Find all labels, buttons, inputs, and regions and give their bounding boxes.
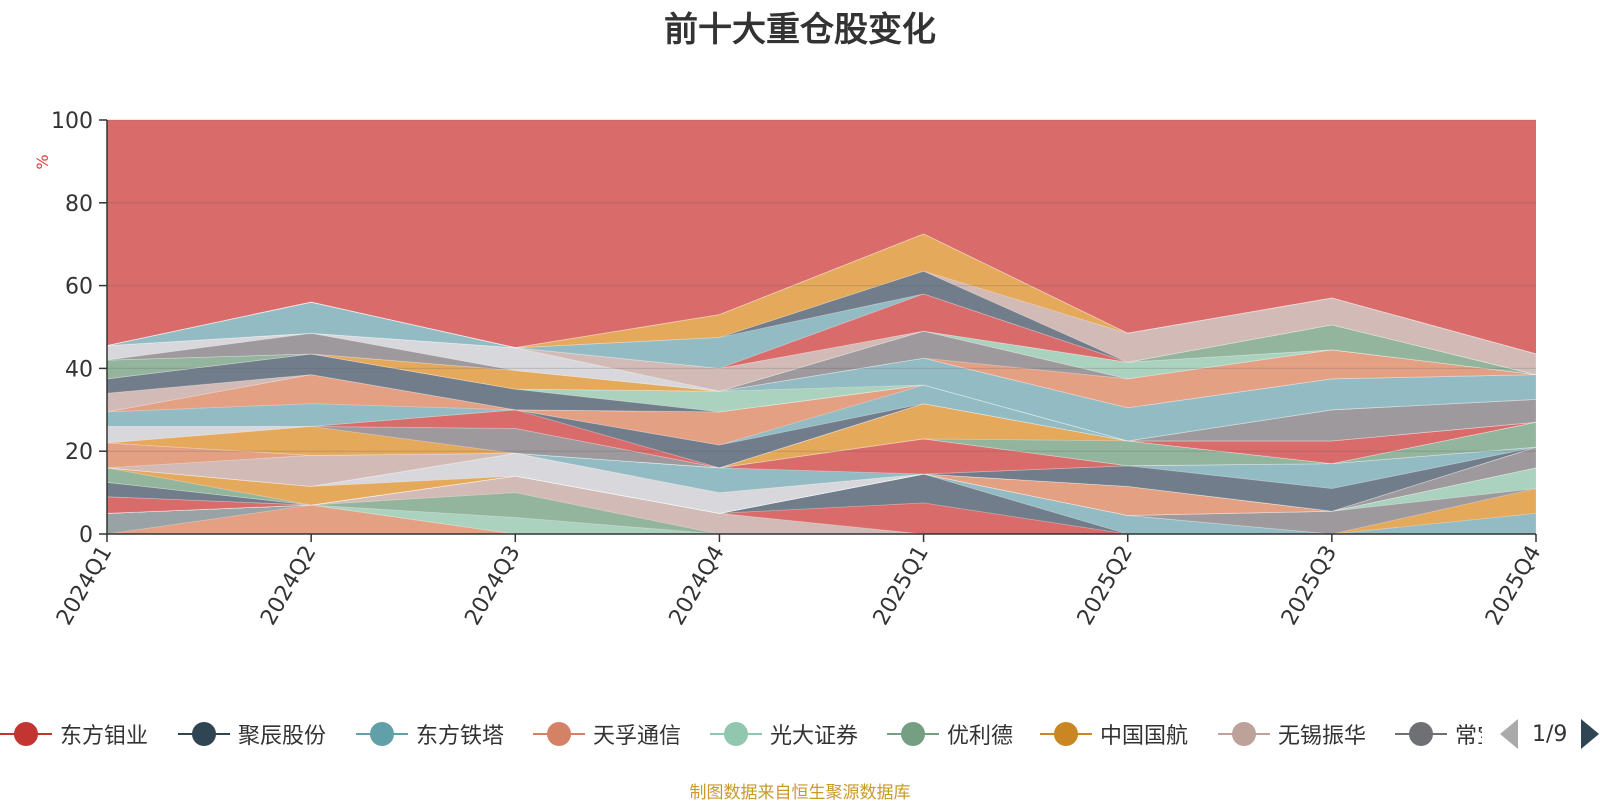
x-tick-label: 2025Q3 bbox=[1277, 542, 1342, 630]
y-tick-label: 20 bbox=[65, 440, 93, 465]
y-tick-label: 0 bbox=[79, 523, 93, 548]
legend-item[interactable]: 东方钼业 bbox=[0, 714, 148, 754]
legend-item[interactable]: 光大证券 bbox=[710, 714, 858, 754]
legend-marker-icon bbox=[887, 720, 939, 748]
area-series-10 bbox=[106, 467, 1537, 516]
legend-label: 无锡振华 bbox=[1278, 724, 1367, 749]
legend-pager: 1/9 bbox=[1500, 716, 1600, 752]
legend-marker-icon bbox=[1040, 720, 1092, 748]
area-series-group bbox=[106, 233, 1537, 535]
area-series-24 bbox=[106, 421, 1537, 469]
area-series-32 bbox=[106, 374, 1537, 442]
area-series-41 bbox=[106, 330, 1537, 392]
legend-marker-icon bbox=[1395, 720, 1447, 748]
legend-marker-icon bbox=[710, 720, 762, 748]
legend-item[interactable]: 中国国航 bbox=[1040, 714, 1188, 754]
legend-marker-icon bbox=[0, 720, 52, 748]
x-tick-label: 2024Q1 bbox=[52, 542, 117, 630]
x-tick-label: 2025Q1 bbox=[869, 542, 934, 630]
legend-label: 东方钼业 bbox=[60, 724, 149, 749]
area-series-33 bbox=[106, 374, 1537, 442]
x-tick-label: 2025Q2 bbox=[1073, 542, 1138, 630]
x-tick-label: 2025Q4 bbox=[1481, 542, 1546, 630]
legend-label: 常宝股份 bbox=[1455, 724, 1482, 749]
legend-item[interactable]: 天孚通信 bbox=[533, 714, 681, 754]
x-tick-label: 2024Q4 bbox=[665, 542, 730, 630]
chart-title: 前十大重仓股变化 bbox=[664, 10, 936, 50]
y-tick-label: 60 bbox=[65, 275, 93, 300]
legend-label: 聚辰股份 bbox=[238, 724, 327, 749]
legend-item[interactable]: 常宝股份 bbox=[1395, 714, 1482, 754]
y-tick-label: 100 bbox=[51, 109, 93, 134]
legend: 东方钼业 聚辰股份 东方铁塔 天孚通信 光大证券 优利德 中国国航 无锡振华 常宝股份 bbox=[0, 714, 1482, 754]
x-tick-label: 2024Q3 bbox=[460, 542, 525, 630]
source-note: 制图数据来自恒生聚源数据库 bbox=[689, 783, 911, 803]
legend-item[interactable]: 无锡振华 bbox=[1218, 714, 1366, 754]
legend-label: 中国国航 bbox=[1100, 724, 1189, 749]
legend-label: 光大证券 bbox=[770, 724, 859, 749]
area-series-51 bbox=[106, 233, 1537, 355]
x-tick-label: 2024Q2 bbox=[256, 542, 321, 630]
legend-label: 优利德 bbox=[947, 724, 1014, 749]
legend-marker-icon bbox=[178, 720, 230, 748]
legend-item[interactable]: 优利德 bbox=[887, 714, 1013, 754]
area-series-15 bbox=[106, 446, 1537, 514]
legend-next-icon[interactable] bbox=[1581, 719, 1600, 749]
y-tick-label: 40 bbox=[65, 357, 93, 382]
y-axis-label: % bbox=[33, 154, 52, 169]
legend-item[interactable]: 东方铁塔 bbox=[356, 714, 504, 754]
grid-lines bbox=[107, 119, 1536, 452]
area-series-34 bbox=[106, 353, 1537, 442]
legend-marker-icon bbox=[356, 720, 408, 748]
area-series-8 bbox=[106, 473, 1537, 535]
legend-marker-icon bbox=[533, 720, 585, 748]
area-series-7 bbox=[106, 473, 1537, 535]
legend-label: 天孚通信 bbox=[593, 724, 682, 749]
legend-label: 东方铁塔 bbox=[416, 724, 505, 749]
y-tick-label: 80 bbox=[65, 192, 93, 217]
legend-item[interactable]: 聚辰股份 bbox=[178, 714, 326, 754]
legend-marker-icon bbox=[1218, 720, 1270, 748]
legend-viewport: 东方钼业 聚辰股份 东方铁塔 天孚通信 光大证券 优利德 中国国航 无锡振华 常宝股份 bbox=[0, 714, 1482, 754]
legend-prev-icon[interactable] bbox=[1500, 719, 1518, 749]
legend-page-indicator: 1/9 bbox=[1532, 721, 1568, 747]
